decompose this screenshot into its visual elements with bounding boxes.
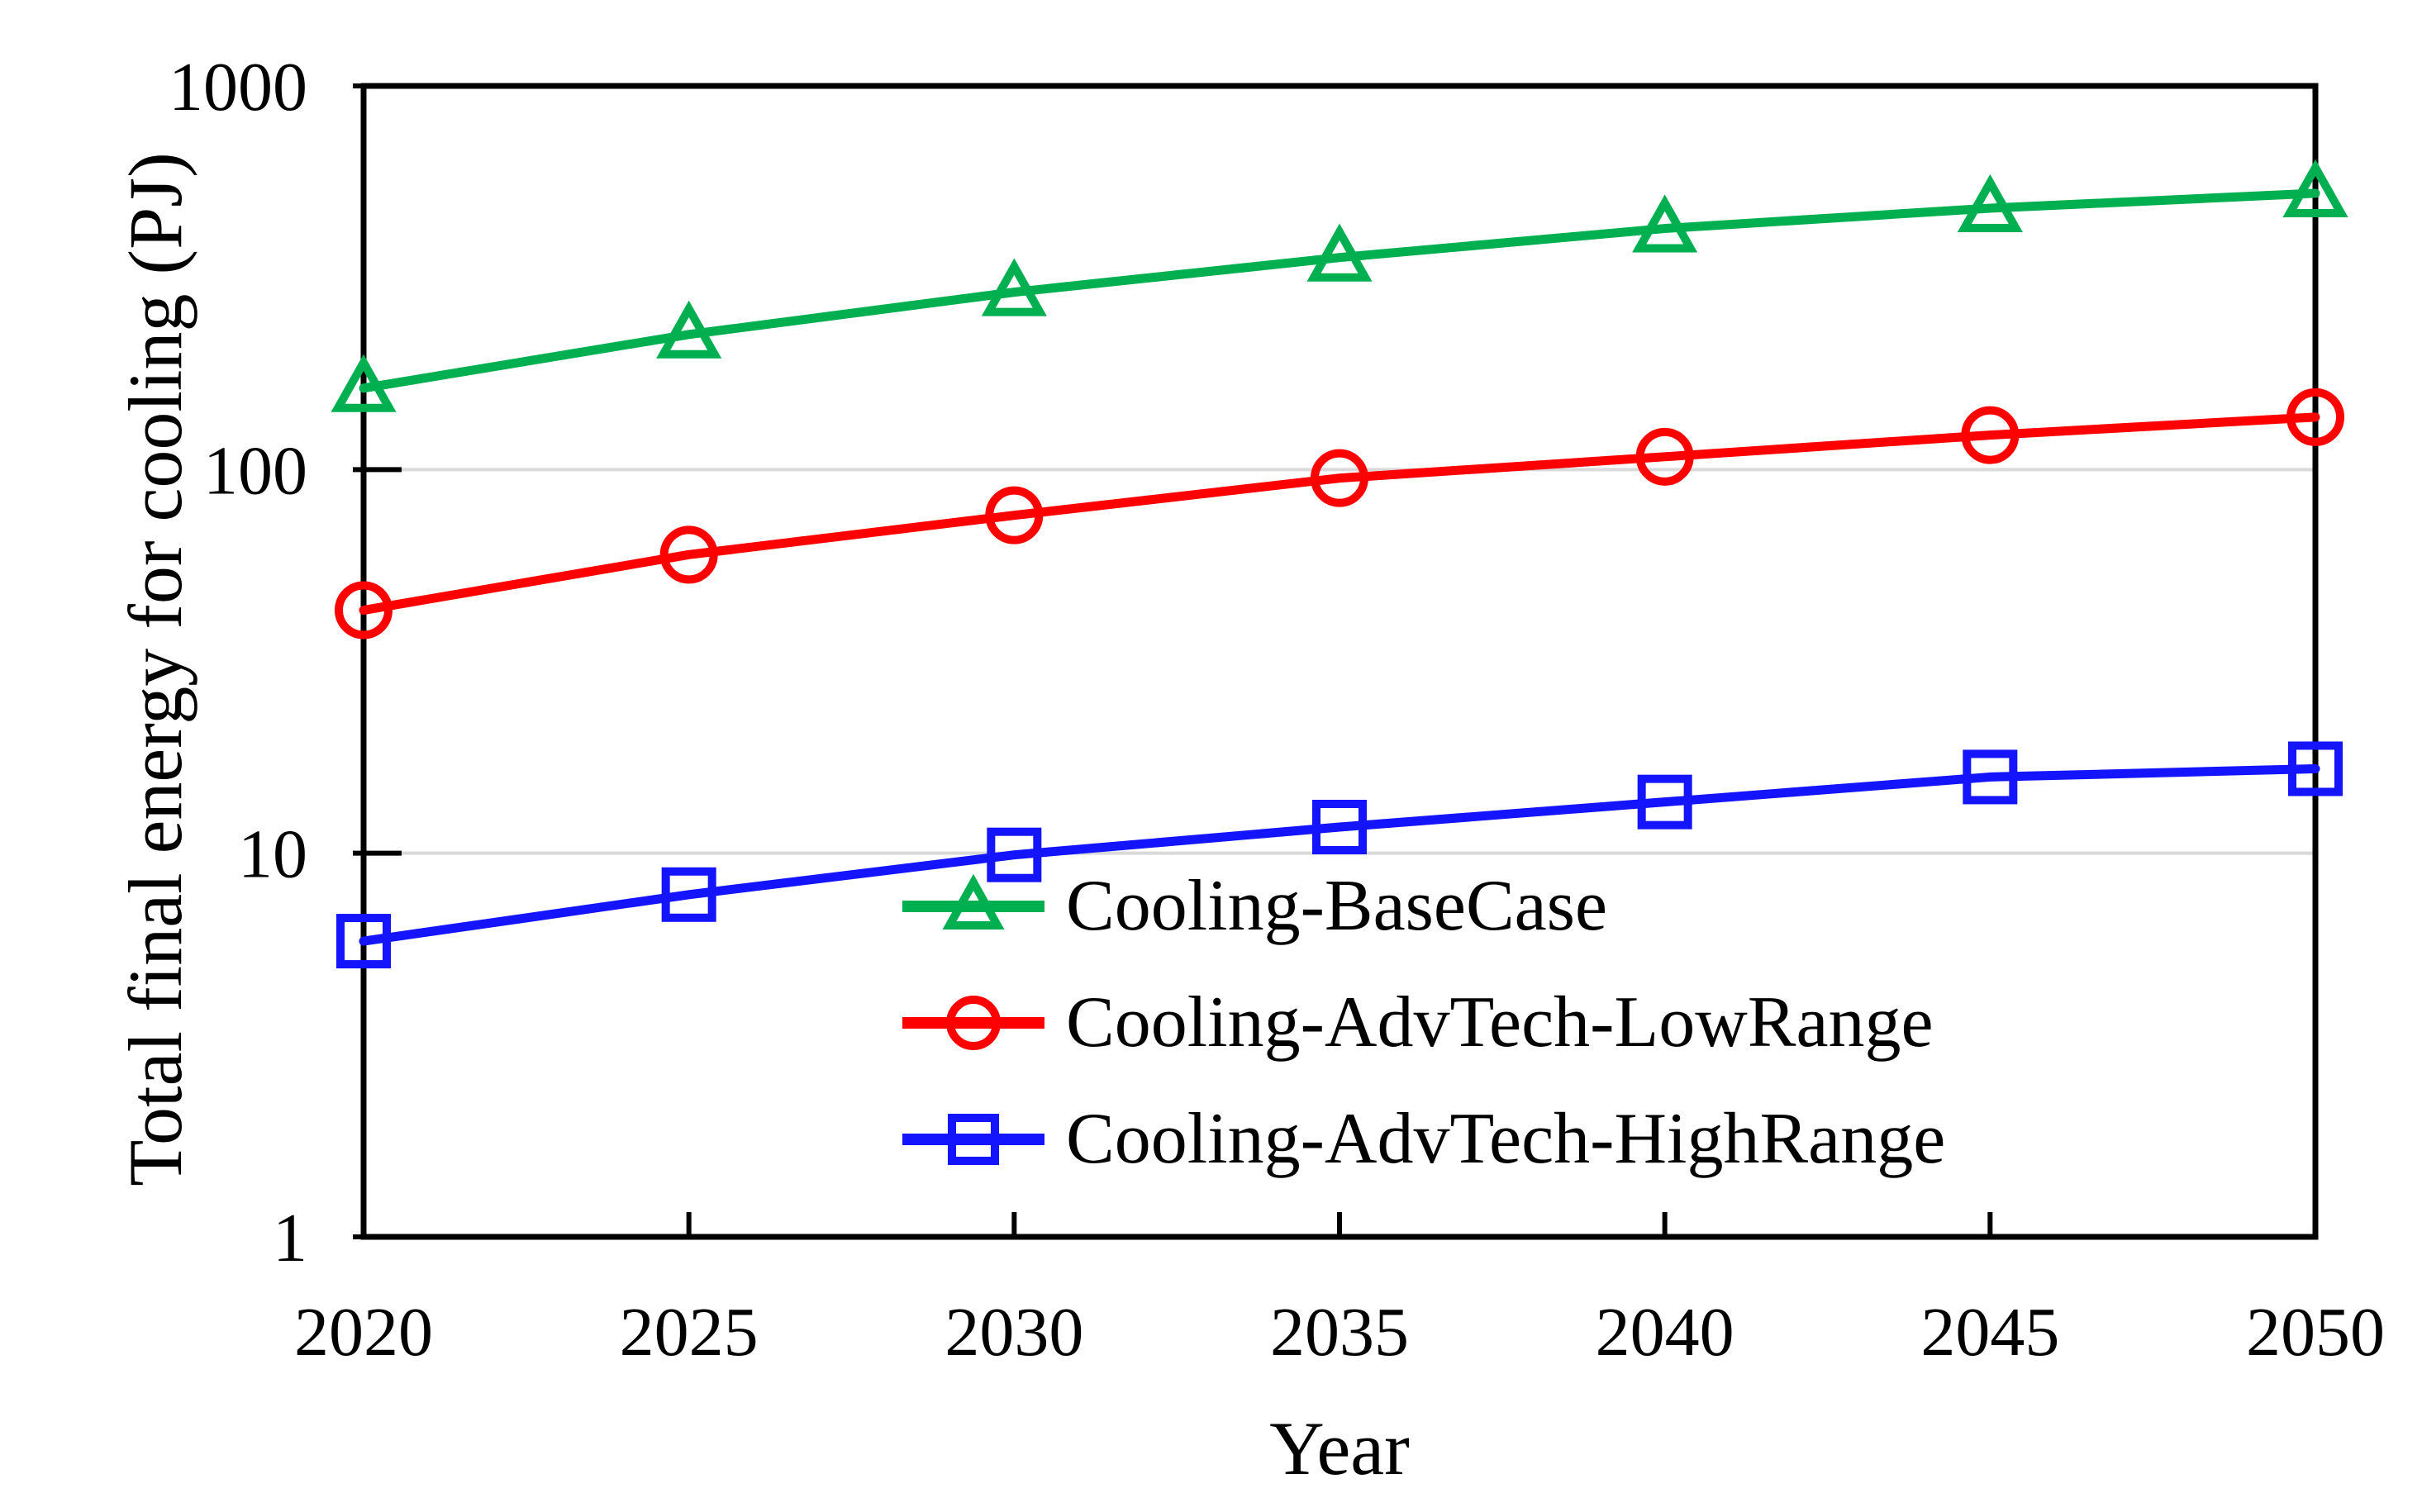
legend-swatch-circle-icon	[902, 996, 1044, 1050]
triangle-marker	[1632, 194, 1698, 253]
square-marker	[661, 867, 716, 922]
y-axis-title: Total final energy for cooling (PJ)	[113, 152, 197, 1186]
circle-marker	[946, 996, 1001, 1050]
legend-label: Cooling-AdvTech-HighRange	[1066, 1099, 1946, 1179]
circle-marker	[1961, 406, 2020, 464]
x-tick-label: 2020	[294, 1294, 433, 1371]
x-tick-label: 2045	[1920, 1294, 2059, 1371]
triangle-marker	[2282, 159, 2348, 217]
x-tick-label: 2030	[945, 1294, 1083, 1371]
circle-marker	[659, 525, 718, 584]
square-marker	[948, 1114, 999, 1165]
legend-item-cooling-advtech-lowrange: Cooling-AdvTech-LowRange	[899, 977, 1934, 1069]
legend-swatch-square-icon	[902, 1114, 1044, 1165]
series-line-cooling-advtech-highrange	[359, 763, 2320, 946]
triangle-marker	[942, 873, 1005, 930]
triangle-marker	[981, 258, 1047, 316]
legend-label: Cooling-AdvTech-LowRange	[1066, 982, 1934, 1063]
circle-marker	[1311, 449, 1368, 507]
legend-swatch-triangle-icon	[902, 873, 1044, 930]
triangle-marker	[331, 354, 397, 412]
triangle-marker	[656, 300, 722, 359]
x-tick-label: 2040	[1596, 1294, 1734, 1371]
legend-item-cooling-advtech-highrange: Cooling-AdvTech-HighRange	[899, 1093, 1945, 1186]
y-tick-label: 1	[273, 1200, 307, 1277]
square-marker	[1312, 800, 1367, 855]
circle-marker	[1635, 427, 1694, 486]
legend-label: Cooling-BaseCase	[1066, 866, 1608, 946]
legend-item-cooling-basecase: Cooling-BaseCase	[899, 860, 1607, 953]
y-tick-label: 100	[203, 432, 307, 509]
x-tick-label: 2035	[1270, 1294, 1409, 1371]
square-marker	[1637, 774, 1692, 830]
series-line-cooling-basecase	[359, 188, 2320, 393]
series-line-cooling-advtech-lowrange	[359, 412, 2320, 616]
circle-marker	[2286, 388, 2344, 446]
triangle-marker	[1306, 223, 1373, 282]
x-tick-label: 2050	[2246, 1294, 2385, 1371]
square-marker	[2288, 741, 2343, 796]
square-marker	[987, 827, 1042, 882]
square-marker	[336, 914, 391, 969]
x-tick-label: 2025	[620, 1294, 759, 1371]
circle-marker	[985, 486, 1044, 544]
x-axis-title: Year	[1269, 1406, 1410, 1491]
y-tick-label: 10	[238, 816, 307, 893]
square-marker	[1963, 749, 2018, 805]
circle-marker	[335, 581, 393, 640]
y-tick-label: 1000	[169, 49, 307, 126]
triangle-marker	[1957, 174, 2023, 233]
